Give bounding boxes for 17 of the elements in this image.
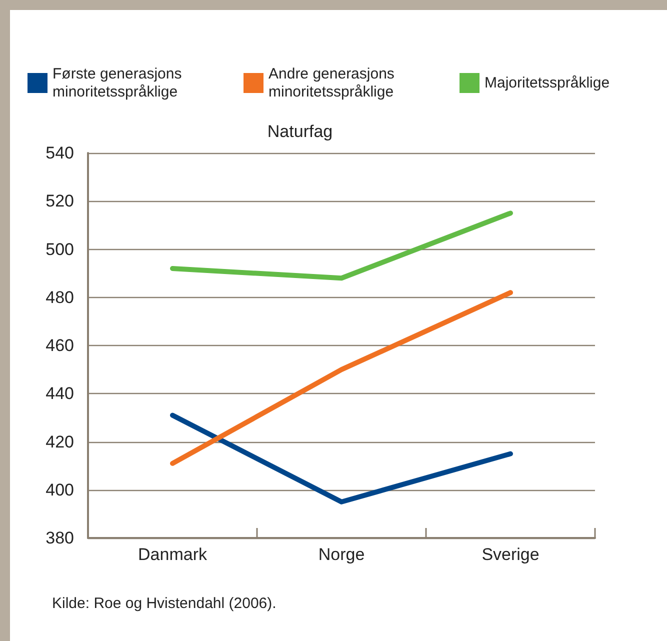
y-tick-label: 500	[46, 240, 74, 259]
y-tick-label: 520	[46, 192, 74, 211]
y-tick-label: 440	[46, 384, 74, 404]
y-tick-label: 380	[46, 528, 74, 548]
legend-label: Majoritetsspråklige	[484, 74, 610, 92]
legend-label: Første generasjons minoritetsspråklige	[52, 66, 186, 100]
legend-label: Andre generasjons minoritetsspråklige	[268, 66, 399, 100]
x-tick-label: Sverige	[482, 545, 540, 564]
y-tick-label: 420	[46, 432, 74, 452]
y-tick-label: 540	[46, 144, 74, 162]
text: Kilde: Roe og Hvistendahl (2006).	[52, 595, 276, 612]
y-tick-label: 480	[46, 288, 74, 307]
chart-title: Naturfag	[267, 122, 333, 141]
x-tick-label: Danmark	[138, 545, 208, 564]
y-tick-label: 400	[46, 480, 74, 500]
y-tick-label: 460	[46, 336, 74, 355]
x-tick-label: Norge	[318, 545, 365, 564]
